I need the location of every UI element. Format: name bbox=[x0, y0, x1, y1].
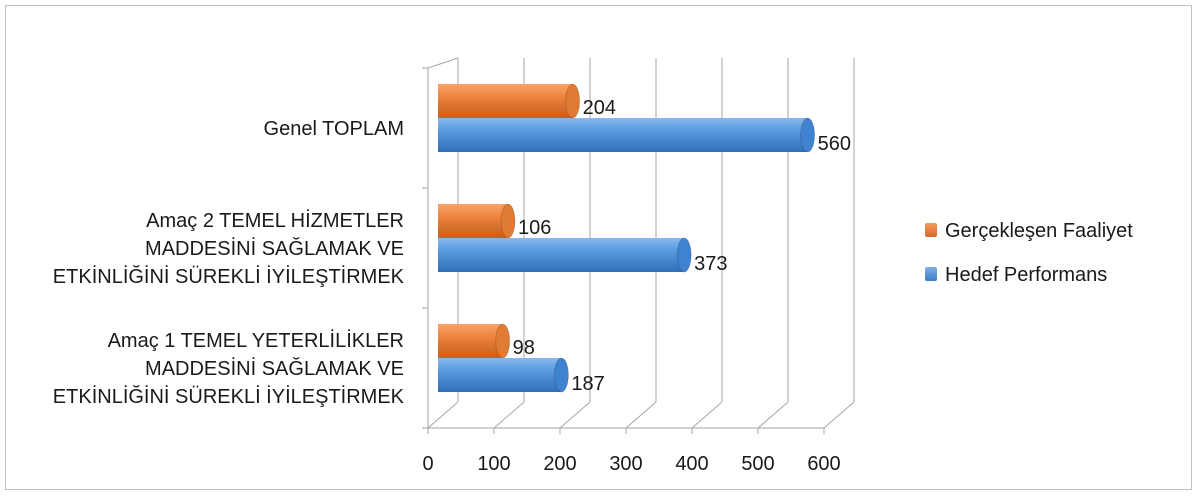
x-tick-label: 300 bbox=[609, 453, 642, 475]
category-label: Amaç 1 TEMEL YETERLİLİKLER MADDESİNİ SAĞL… bbox=[53, 329, 405, 408]
bar-hedef-cap bbox=[800, 117, 816, 153]
legend-item: Gerçekleşen Faaliyet bbox=[925, 220, 1133, 242]
gridline-floor bbox=[625, 401, 657, 429]
x-tick-label: 100 bbox=[477, 453, 510, 475]
legend-label: Gerçekleşen Faaliyet bbox=[945, 220, 1133, 242]
x-tick-label: 600 bbox=[807, 453, 840, 475]
bar-hedef bbox=[438, 237, 692, 273]
bar-gerceklesen-body bbox=[438, 84, 573, 118]
x-tick-label: 400 bbox=[675, 453, 708, 475]
legend-swatch bbox=[925, 267, 937, 281]
bar-hedef-body bbox=[438, 238, 685, 272]
bar-hedef bbox=[438, 117, 816, 153]
gridline-floor bbox=[559, 401, 591, 429]
gridline-floor bbox=[757, 401, 789, 429]
gridline-floor bbox=[493, 401, 525, 429]
data-label-gerceklesen: 98 bbox=[513, 337, 535, 359]
data-label-gerceklesen: 106 bbox=[518, 217, 551, 239]
gridline-floor bbox=[823, 401, 855, 429]
bar-hedef bbox=[438, 357, 569, 393]
data-label-hedef: 373 bbox=[694, 253, 727, 275]
bar-hedef-cap bbox=[553, 357, 569, 393]
bar-hedef-body bbox=[438, 358, 562, 392]
bar-hedef-body bbox=[438, 118, 808, 152]
gridline-floor bbox=[427, 401, 459, 429]
data-label-hedef: 560 bbox=[818, 133, 851, 155]
bar-gerceklesen-cap bbox=[565, 83, 581, 119]
data-label-gerceklesen: 204 bbox=[583, 97, 616, 119]
x-tick-label: 500 bbox=[741, 453, 774, 475]
x-tick-label: 200 bbox=[543, 453, 576, 475]
bar-gerceklesen bbox=[438, 83, 581, 119]
bar-gerceklesen-cap bbox=[500, 203, 516, 239]
x-tick-label: 0 bbox=[422, 453, 433, 475]
category-label: Genel TOPLAM bbox=[264, 118, 404, 140]
bar-gerceklesen bbox=[438, 323, 511, 359]
bar-gerceklesen-cap bbox=[495, 323, 511, 359]
bar-hedef-cap bbox=[676, 237, 692, 273]
bar-gerceklesen bbox=[438, 203, 516, 239]
data-label-hedef: 187 bbox=[571, 373, 604, 395]
legend-item: Hedef Performans bbox=[925, 264, 1107, 286]
legend-swatch bbox=[925, 223, 937, 237]
bar-gerceklesen-body bbox=[438, 324, 503, 358]
category-label: Amaç 2 TEMEL HİZMETLER MADDESİNİ SAĞLAMAK… bbox=[53, 209, 405, 288]
gridline-floor bbox=[691, 401, 723, 429]
wall-edge bbox=[427, 57, 459, 69]
legend-label: Hedef Performans bbox=[945, 264, 1107, 286]
bar-gerceklesen-body bbox=[438, 204, 508, 238]
